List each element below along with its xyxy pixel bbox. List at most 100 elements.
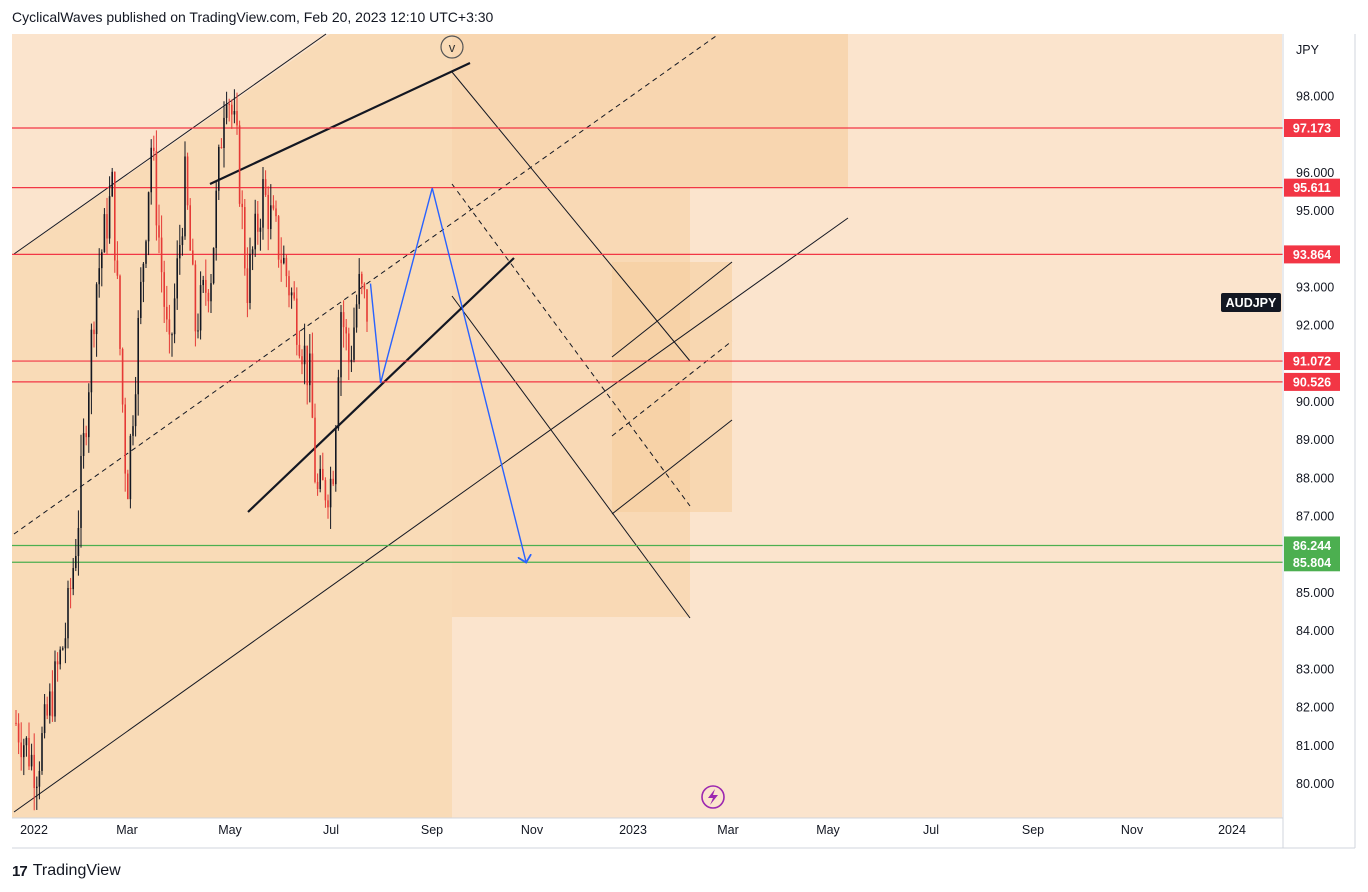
candle-body-2 [20,742,22,758]
wave-label: v [449,40,456,55]
projection-path [369,187,526,562]
y-tick-5: 90.000 [1296,395,1334,409]
tradingview-logo-icon[interactable]: 17 [12,862,28,880]
candle-body-35 [106,214,108,239]
candle-body-97 [267,194,269,230]
candle-body-37 [111,171,113,197]
candle-body-43 [127,473,129,500]
wedge-lower-line [247,257,515,513]
candle-body-1 [17,723,20,743]
candle-body-101 [277,216,280,260]
level-label-4: 90.526 [1293,375,1331,389]
candle-body-44 [129,435,132,500]
candle-body-72 [202,279,204,286]
x-tick-12: 2024 [1218,823,1246,837]
x-tick-6: 2023 [619,823,647,837]
candle-body-18 [62,648,64,650]
candle-body-67 [189,205,191,251]
candle-body-29 [90,329,93,393]
candle-body-69 [194,264,197,332]
candle-body-133 [361,273,363,284]
candle-body-125 [340,312,342,378]
candle-body-134 [363,283,366,290]
candle-body-127 [345,327,347,334]
footer: 17 TradingView [12,860,121,882]
level-label-0: 97.173 [1293,121,1331,135]
lightning-icon[interactable] [701,785,725,809]
candle-body-71 [199,285,202,331]
candle-body-23 [75,556,77,569]
candle-body-30 [93,329,95,335]
candle-body-36 [108,196,111,239]
candle-body-14 [51,691,54,717]
correction-upper-line [451,71,691,362]
x-tick-10: Sep [1022,823,1044,837]
candle-body-122 [332,478,334,485]
currency-label: JPY [1296,43,1320,57]
candle-body-78 [218,147,220,191]
candle-body-32 [98,268,100,285]
candle-body-108 [296,298,298,345]
candle-body-73 [205,279,207,293]
candle-body-83 [231,104,233,115]
footer-brand[interactable]: TradingView [32,862,121,879]
candle-body-114 [311,353,314,418]
shade-region-large [452,34,848,187]
candle-body-128 [348,333,350,363]
candle-body-10 [41,733,43,771]
x-tick-1: Mar [116,823,138,837]
y-tick-4: 92.000 [1296,319,1334,333]
level-label-3: 91.072 [1293,355,1331,369]
candle-body-66 [186,156,189,206]
channel-lower-line [13,217,849,813]
candle-body-52 [150,147,152,193]
candle-body-0 [15,722,17,724]
candle-body-90 [249,253,251,303]
candle-body-59 [168,319,171,335]
candle-body-27 [85,433,87,438]
candle-body-102 [280,259,282,264]
x-tick-3: Jul [323,823,339,837]
candle-body-94 [259,227,262,232]
candle-body-123 [335,428,337,485]
candle-body-98 [270,205,272,230]
y-tick-0: 98.000 [1296,89,1334,103]
y-tick-1: 96.000 [1296,166,1334,180]
candle-body-24 [77,527,80,557]
candle-body-8 [36,786,38,789]
candle-body-91 [251,249,254,254]
y-axis-ticks: 98.000 96.000 95.000 93.000 92.000 90.000 89.0… [1296,89,1334,791]
candle-body-131 [355,304,358,328]
channel-upper-line [13,33,327,255]
candle-body-130 [353,327,355,360]
horizontal-levels: 97.173 95.611 93.864 91.072 90.526 86.244 85.8… [12,118,1340,572]
candle-body-22 [72,568,74,590]
candle-body-92 [254,213,256,250]
candle-body-46 [134,394,137,427]
level-tag-bg-2 [1284,245,1340,264]
candle-body-65 [184,156,186,237]
candle-body-12 [46,704,48,716]
x-tick-5: Nov [521,823,544,837]
candle-body-19 [64,638,67,649]
wedge-upper-line [209,62,471,185]
candle-body-76 [212,247,215,284]
candle-body-88 [244,207,246,269]
candle-body-55 [158,225,160,238]
lightning-glyph [708,789,718,805]
candle-body-96 [264,179,267,195]
candle-body-9 [38,770,41,787]
candle-body-82 [228,104,230,106]
level-tag-bg-1 [1284,178,1340,197]
candle-body-81 [225,104,228,118]
candle-body-109 [298,344,301,357]
y-tick-14: 80.000 [1296,777,1334,791]
candle-body-74 [207,292,210,302]
candle-body-99 [272,205,275,209]
candle-body-11 [43,704,46,734]
candle-body-51 [147,192,150,242]
correction-mid-line [451,183,691,507]
candle-body-95 [262,179,264,228]
x-axis-ticks: 2022 Mar May Jul Sep Nov 2023 Mar May Jul Sep Nov 20… [20,823,1246,837]
